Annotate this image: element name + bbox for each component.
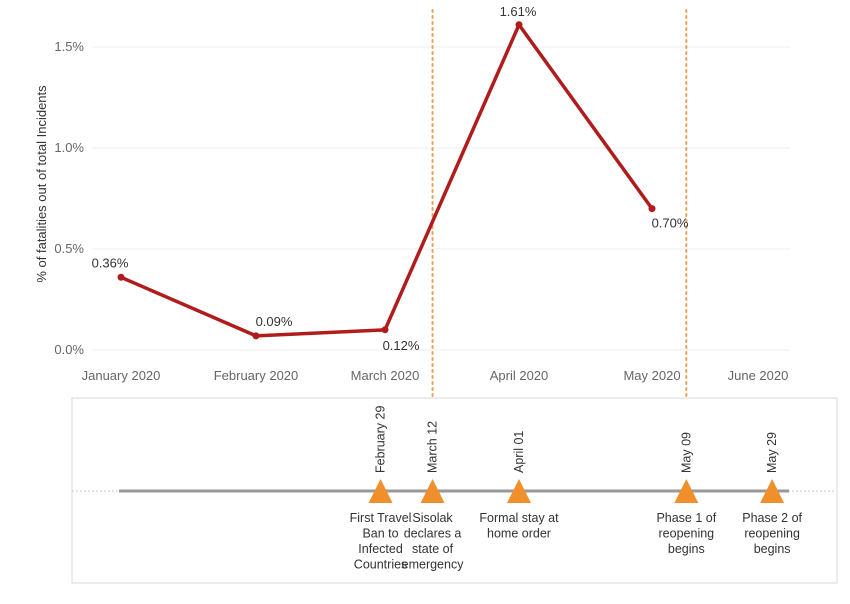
data-labels: 0.36% 0.09% 0.12% 1.61% 0.70% — [92, 4, 689, 353]
event-marker — [674, 479, 699, 503]
series-line — [120, 21, 654, 338]
x-tick-label: February 2020 — [214, 368, 299, 383]
x-tick-label: April 2020 — [490, 368, 549, 383]
event-date-label: February 29 — [374, 406, 388, 473]
event-marker — [420, 479, 445, 503]
event-description: Ban to — [362, 527, 398, 541]
data-point — [648, 205, 656, 213]
x-tick-label: June 2020 — [728, 368, 789, 383]
event-marker — [760, 479, 785, 503]
event-description: begins — [668, 542, 705, 556]
event-description: Infected — [358, 542, 403, 556]
event-description: Countries — [354, 558, 408, 572]
event-description: Phase 2 of — [742, 511, 802, 525]
event-description: First Travel — [350, 511, 412, 525]
x-tick-label: May 2020 — [623, 368, 680, 383]
data-point — [252, 332, 260, 340]
data-label: 0.70% — [652, 216, 689, 231]
axes: 0.0% 0.5% 1.0% 1.5% January 2020 February 202… — [54, 39, 788, 383]
data-label: 0.09% — [256, 314, 293, 329]
event-description: reopening — [744, 527, 800, 541]
data-label: 0.36% — [92, 255, 129, 270]
event-description: home order — [487, 527, 551, 541]
event-marker — [368, 479, 393, 503]
event-description: reopening — [659, 527, 715, 541]
y-axis-title: % of fatalities out of total Incidents — [34, 85, 49, 283]
event-description: Formal stay at — [479, 511, 559, 525]
event-description: declares a — [404, 527, 462, 541]
x-tick-label: January 2020 — [82, 368, 161, 383]
event-description: Sisolak — [412, 511, 453, 525]
y-tick-label: 1.5% — [54, 39, 84, 54]
data-label: 1.61% — [500, 4, 537, 19]
event-description: Phase 1 of — [656, 511, 716, 525]
y-tick-label: 1.0% — [54, 140, 84, 155]
gridlines — [92, 46, 790, 351]
event-date-label: May 29 — [765, 432, 779, 473]
event-marker — [507, 479, 531, 503]
series — [117, 21, 656, 340]
data-point — [381, 326, 389, 334]
event-description: emergency — [402, 558, 465, 572]
data-point — [117, 273, 125, 281]
data-label: 0.12% — [383, 338, 420, 353]
event-date-label: April 01 — [512, 431, 526, 473]
event-description: state of — [412, 542, 454, 556]
y-tick-label: 0.0% — [54, 342, 84, 357]
event-date-label: March 12 — [426, 421, 440, 473]
line-chart: 0.0% 0.5% 1.0% 1.5% January 2020 February 202… — [34, 4, 790, 499]
data-point — [515, 21, 523, 29]
event-description: begins — [754, 542, 791, 556]
event-date-label: May 09 — [679, 432, 693, 473]
x-tick-label: March 2020 — [351, 368, 420, 383]
y-tick-label: 0.5% — [54, 241, 84, 256]
